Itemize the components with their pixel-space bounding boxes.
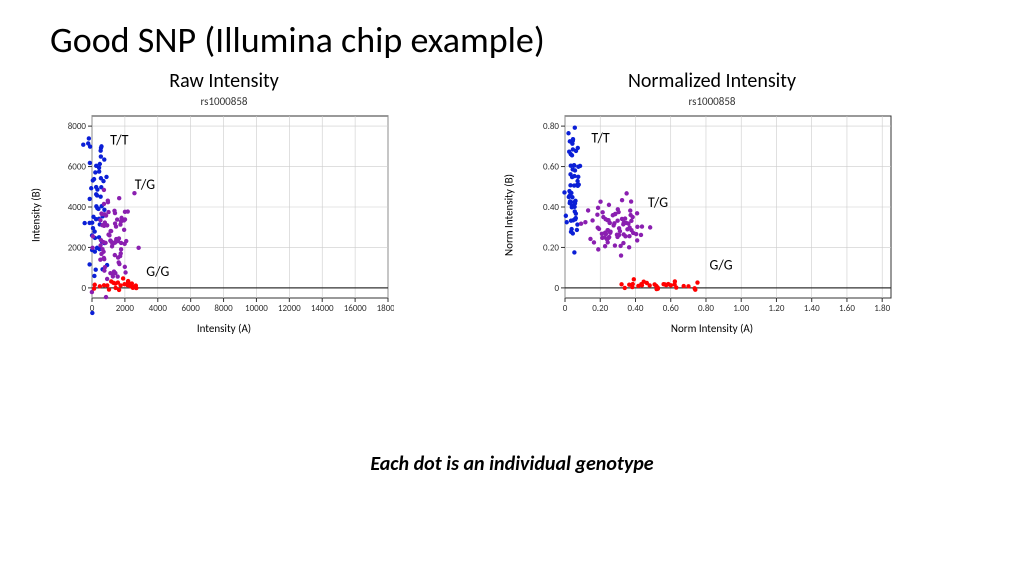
panel-raw-xlabel: Intensity (A) (54, 322, 394, 335)
panel-norm-plot-wrap: Norm Intensity (B) 00.200.400.600.801.00… (527, 110, 897, 320)
svg-text:4000: 4000 (149, 303, 168, 314)
svg-text:0: 0 (563, 303, 568, 314)
svg-text:T/T: T/T (110, 131, 128, 148)
svg-text:G/G: G/G (709, 257, 732, 274)
svg-text:2000: 2000 (116, 303, 135, 314)
svg-text:1.80: 1.80 (874, 303, 890, 314)
panel-norm-ylabel: Norm Intensity (B) (503, 174, 516, 256)
svg-text:0.80: 0.80 (698, 303, 714, 314)
svg-text:8000: 8000 (68, 121, 87, 132)
svg-text:T/G: T/G (135, 176, 155, 193)
panel-raw-snp-id: rs1000858 (54, 95, 394, 108)
scatter-norm: 0 0.20 0.40 0.60 0.80 1.00 1.20 1.40 1.60 1.80 0 0.… (527, 110, 897, 320)
svg-text:6000: 6000 (68, 162, 87, 173)
panel-raw: Raw Intensity rs1000858 Intensity (B) 02… (54, 69, 394, 335)
page-title: Good SNP (Illumina chip example) (50, 18, 545, 62)
svg-text:14000: 14000 (311, 303, 334, 314)
svg-text:1.40: 1.40 (804, 303, 820, 314)
svg-text:0.80: 0.80 (543, 121, 559, 132)
svg-text:0.40: 0.40 (628, 303, 644, 314)
svg-text:G/G: G/G (146, 263, 169, 280)
svg-text:0: 0 (81, 283, 86, 294)
panel-norm-title: Normalized Intensity (527, 69, 897, 93)
svg-text:1.60: 1.60 (839, 303, 855, 314)
svg-text:T/G: T/G (648, 194, 668, 211)
svg-text:16000: 16000 (344, 303, 367, 314)
svg-text:2000: 2000 (68, 242, 87, 253)
svg-text:0.60: 0.60 (663, 303, 679, 314)
svg-text:6000: 6000 (182, 303, 201, 314)
svg-text:12000: 12000 (278, 303, 301, 314)
panel-raw-title: Raw Intensity (54, 69, 394, 93)
svg-text:0: 0 (554, 283, 559, 294)
panel-raw-plot-wrap: Intensity (B) 02000400060008000100001200… (54, 110, 394, 320)
panel-norm-snp-id: rs1000858 (527, 95, 897, 108)
panel-norm-xlabel: Norm Intensity (A) (527, 322, 897, 335)
svg-text:8000: 8000 (214, 303, 233, 314)
panel-norm: Normalized Intensity rs1000858 Norm Inte… (527, 69, 897, 335)
scatter-raw: 0 2000 4000 6000 8000 10000 12000 14000 16000 180… (54, 110, 394, 320)
svg-text:10000: 10000 (245, 303, 268, 314)
svg-text:0.40: 0.40 (543, 202, 559, 213)
svg-text:1.20: 1.20 (768, 303, 784, 314)
svg-text:0.60: 0.60 (543, 162, 559, 173)
svg-text:4000: 4000 (68, 202, 87, 213)
svg-text:0.20: 0.20 (592, 303, 608, 314)
panel-raw-ylabel: Intensity (B) (30, 188, 43, 242)
svg-text:18000: 18000 (377, 303, 394, 314)
slide: Good SNP (Illumina chip example) Raw Int… (0, 0, 1024, 576)
svg-text:1.00: 1.00 (733, 303, 749, 314)
svg-text:T/T: T/T (591, 129, 609, 146)
svg-text:0.20: 0.20 (543, 242, 559, 253)
caption: Each dot is an individual genotype (0, 452, 1024, 476)
